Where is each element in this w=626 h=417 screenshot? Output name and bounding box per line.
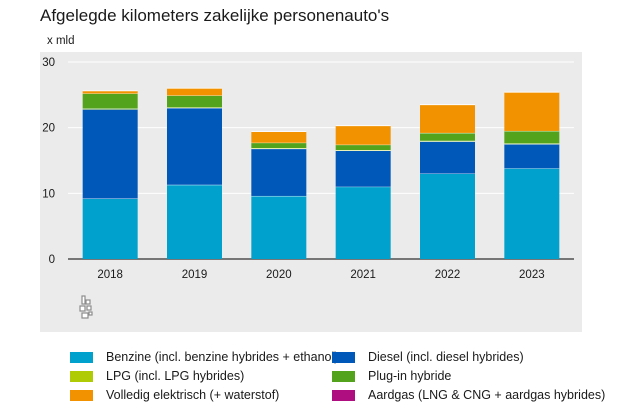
- chart-title: Afgelegde kilometers zakelijke personena…: [40, 6, 390, 25]
- bar-segment: [82, 93, 138, 109]
- legend-swatch: [70, 370, 93, 382]
- bar-segment: [335, 150, 391, 187]
- bar-segment: [504, 130, 560, 144]
- y-axis-unit-label: x mld: [47, 35, 75, 47]
- bar-segment: [167, 184, 222, 259]
- x-tick-label: 2021: [350, 269, 376, 281]
- bar-segment: [420, 104, 475, 133]
- bar-segment: [335, 125, 391, 145]
- y-tick-label: 0: [49, 254, 55, 266]
- bar-segment: [335, 186, 391, 259]
- legend-label: Aardgas (LNG & CNG + aardgas hybrides): [368, 388, 606, 402]
- legend-swatch: [332, 370, 355, 382]
- bar-segment: [251, 131, 307, 143]
- bar-segment: [504, 144, 560, 169]
- legend-item[interactable]: Diesel (incl. diesel hybrides): [332, 350, 524, 364]
- logo-block: [79, 305, 86, 312]
- y-tick-label: 10: [42, 188, 55, 200]
- legend-label: Volledig elektrisch (+ waterstof): [106, 388, 280, 402]
- cbs-logo-icon: [79, 295, 93, 319]
- bar-segment: [504, 92, 560, 131]
- legend-label: LPG (incl. LPG hybrides): [106, 369, 245, 383]
- bar-segment: [335, 144, 391, 150]
- bar-segment: [167, 88, 222, 96]
- y-tick-label: 30: [42, 57, 55, 69]
- logo-block: [81, 312, 89, 319]
- x-tick-label: 2019: [182, 269, 208, 281]
- logo-block: [81, 295, 86, 305]
- bar-segment: [82, 90, 138, 94]
- legend-swatch: [332, 389, 355, 401]
- legend-swatch: [332, 351, 355, 363]
- legend-label: Plug-in hybride: [368, 369, 452, 383]
- legend-item[interactable]: Plug-in hybride: [332, 369, 451, 383]
- bar-segment: [251, 195, 307, 259]
- logo-block: [88, 311, 93, 316]
- bar-segment: [167, 95, 222, 108]
- x-tick-label: 2018: [97, 269, 123, 281]
- legend-item[interactable]: Aardgas (LNG & CNG + aardgas hybrides): [332, 388, 605, 402]
- bar-segment: [167, 107, 222, 185]
- chart-panel: 0 10 20 30 2018 2019 2020 2021 2022 2023: [40, 52, 582, 332]
- bar-segment: [504, 168, 560, 259]
- bar-segment: [420, 141, 475, 174]
- legend-item[interactable]: Benzine (incl. benzine hybrides + ethano…: [70, 350, 338, 364]
- legend-item[interactable]: LPG (incl. LPG hybrides): [70, 369, 244, 383]
- bar-segment: [251, 148, 307, 196]
- legend-swatch: [70, 389, 93, 401]
- bar-segment: [251, 142, 307, 149]
- bar-segment: [420, 173, 475, 259]
- x-tick-label: 2020: [266, 269, 292, 281]
- bar-segment: [420, 132, 475, 141]
- bar-chart: 0 10 20 30 2018 2019 2020 2021 2022 2023: [42, 57, 574, 319]
- x-tick-label: 2023: [519, 269, 545, 281]
- y-tick-label: 20: [42, 123, 55, 135]
- legend-item[interactable]: Volledig elektrisch (+ waterstof): [70, 388, 279, 402]
- bar-segment: [82, 109, 138, 199]
- bar-segment: [82, 198, 138, 259]
- logo-block: [86, 305, 92, 311]
- x-tick-label: 2022: [435, 269, 461, 281]
- legend-label: Diesel (incl. diesel hybrides): [368, 350, 524, 364]
- logo-block: [85, 299, 91, 305]
- legend-swatch: [70, 351, 93, 363]
- legend-label: Benzine (incl. benzine hybrides + ethano…: [106, 350, 339, 364]
